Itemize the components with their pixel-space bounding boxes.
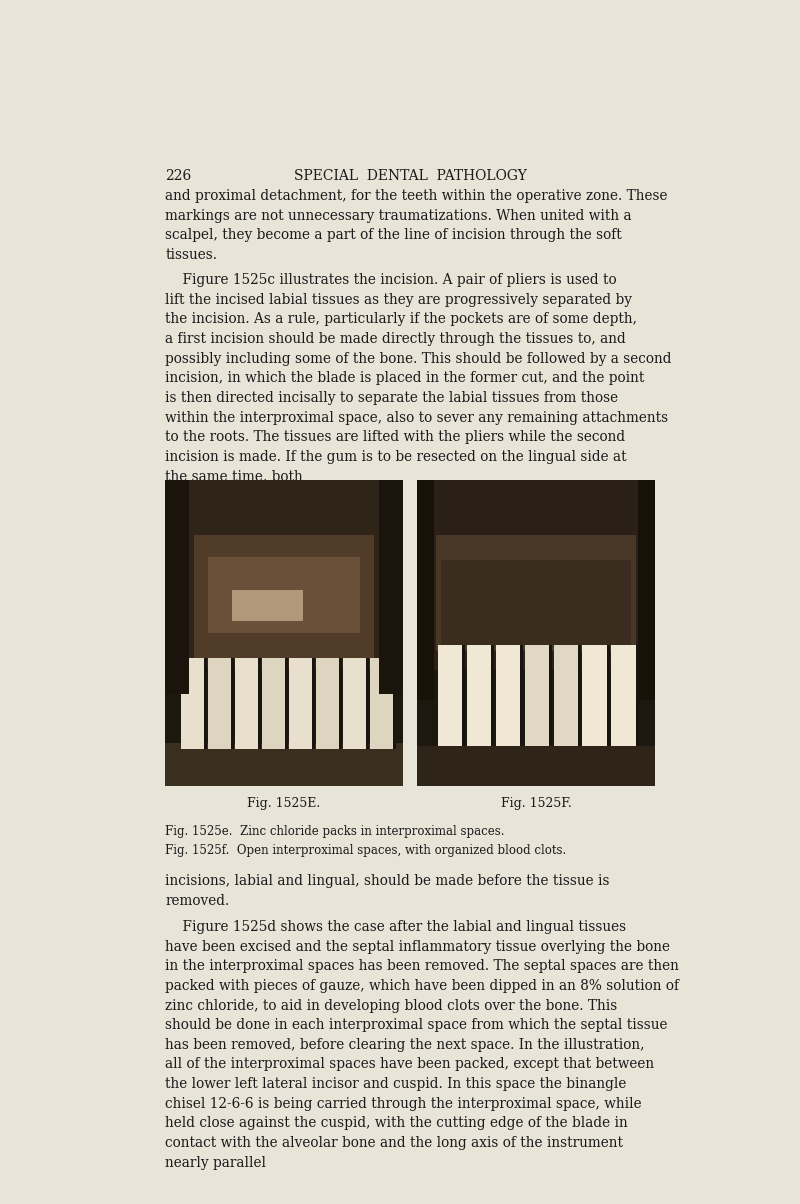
Bar [165,480,402,786]
Bar [418,746,655,786]
Text: incision is made. If the gum is to be resected on the lingual side at: incision is made. If the gum is to be re… [165,450,626,464]
Bar [339,657,342,749]
Text: the incision. As a rule, particularly if the pockets are of some depth,: the incision. As a rule, particularly if… [165,313,637,326]
Bar [418,480,434,701]
Bar [495,645,520,746]
Bar [165,743,402,786]
Bar [181,657,204,749]
Bar [204,657,206,749]
Bar [418,480,655,786]
Bar [578,645,581,746]
Bar [208,556,360,633]
Bar [611,645,636,746]
Bar [491,645,494,746]
Text: all of the interproximal spaces have been packed, except that between: all of the interproximal spaces have bee… [165,1057,654,1072]
Text: chisel 12-6-6 is being carried through the interproximal space, while: chisel 12-6-6 is being carried through t… [165,1097,642,1111]
Bar [262,657,285,749]
Bar [285,657,288,749]
Text: a first incision should be made directly through the tissues to, and: a first incision should be made directly… [165,332,626,346]
Bar [394,657,396,749]
Text: the same time, both: the same time, both [165,470,303,484]
Bar [194,535,374,657]
Bar [258,657,261,749]
Bar [165,480,402,669]
Text: Fig. 1525F.: Fig. 1525F. [501,797,571,810]
Text: and proximal detachment, for the teeth within the operative zone. These: and proximal detachment, for the teeth w… [165,189,667,203]
Bar [450,560,622,627]
Bar [437,535,636,651]
Text: 226: 226 [165,169,191,183]
Text: markings are not unnecessary traumatizations. When united with a: markings are not unnecessary traumatizat… [165,208,632,223]
Text: to the roots. The tissues are lifted with the pliers while the second: to the roots. The tissues are lifted wit… [165,430,626,444]
Bar [343,657,366,749]
Text: zinc chloride, to aid in developing blood clots over the bone. This: zinc chloride, to aid in developing bloo… [165,998,618,1013]
Bar [438,645,462,746]
Text: Fig. 1525e.  Zinc chloride packs in interproximal spaces.: Fig. 1525e. Zinc chloride packs in inter… [165,825,505,838]
Text: packed with pieces of gauze, which have been dipped in an 8% solution of: packed with pieces of gauze, which have … [165,979,679,993]
Text: in the interproximal spaces has been removed. The septal spaces are then: in the interproximal spaces has been rem… [165,960,679,973]
Bar [549,645,552,746]
Text: Fig. 1525E.: Fig. 1525E. [247,797,321,810]
Text: within the interproximal space, also to sever any remaining attachments: within the interproximal space, also to … [165,411,668,425]
Text: should be done in each interproximal space from which the septal tissue: should be done in each interproximal spa… [165,1019,667,1032]
Text: the lower left lateral incisor and cuspid. In this space the binangle: the lower left lateral incisor and cuspi… [165,1078,626,1091]
Bar [370,657,394,749]
Text: tissues.: tissues. [165,248,217,262]
Bar [441,560,631,645]
Text: Fig. 1525f.  Open interproximal spaces, with organized blood clots.: Fig. 1525f. Open interproximal spaces, w… [165,844,566,857]
Text: nearly parallel: nearly parallel [165,1156,266,1170]
Text: Figure 1525c illustrates the incision. A pair of pliers is used to: Figure 1525c illustrates the incision. A… [165,273,617,288]
Bar [379,480,402,695]
Bar [316,657,339,749]
Text: Figure 1525d shows the case after the labial and lingual tissues: Figure 1525d shows the case after the la… [165,920,626,934]
Text: have been excised and the septal inflammatory tissue overlying the bone: have been excised and the septal inflamm… [165,939,670,954]
Bar [165,480,189,695]
Bar [234,657,258,749]
Bar [231,590,303,621]
Text: has been removed, before clearing the next space. In the illustration,: has been removed, before clearing the ne… [165,1038,645,1052]
Text: removed.: removed. [165,893,230,908]
Text: is then directed incisally to separate the labial tissues from those: is then directed incisally to separate t… [165,391,618,405]
Text: incisions, labial and lingual, should be made before the tissue is: incisions, labial and lingual, should be… [165,874,610,889]
Bar [208,657,231,749]
Text: held close against the cuspid, with the cutting edge of the blade in: held close against the cuspid, with the … [165,1116,628,1131]
Bar [636,645,639,746]
Text: scalpel, they become a part of the line of incision through the soft: scalpel, they become a part of the line … [165,229,622,242]
Bar [606,645,610,746]
Text: contact with the alveolar bone and the long axis of the instrument: contact with the alveolar bone and the l… [165,1137,623,1150]
Text: lift the incised labial tissues as they are progressively separated by: lift the incised labial tissues as they … [165,293,632,307]
Bar [366,657,369,749]
Bar [525,645,549,746]
Bar [231,657,234,749]
Bar [289,657,312,749]
Text: possibly including some of the bone. This should be followed by a second: possibly including some of the bone. Thi… [165,352,672,366]
Bar [312,657,315,749]
Bar [638,480,655,701]
Text: incision, in which the blade is placed in the former cut, and the point: incision, in which the blade is placed i… [165,371,645,385]
Bar [466,645,491,746]
Bar [582,645,606,746]
Bar [462,645,465,746]
Bar [554,645,578,746]
Bar [520,645,523,746]
Bar [418,480,655,669]
Text: SPECIAL  DENTAL  PATHOLOGY: SPECIAL DENTAL PATHOLOGY [294,169,526,183]
